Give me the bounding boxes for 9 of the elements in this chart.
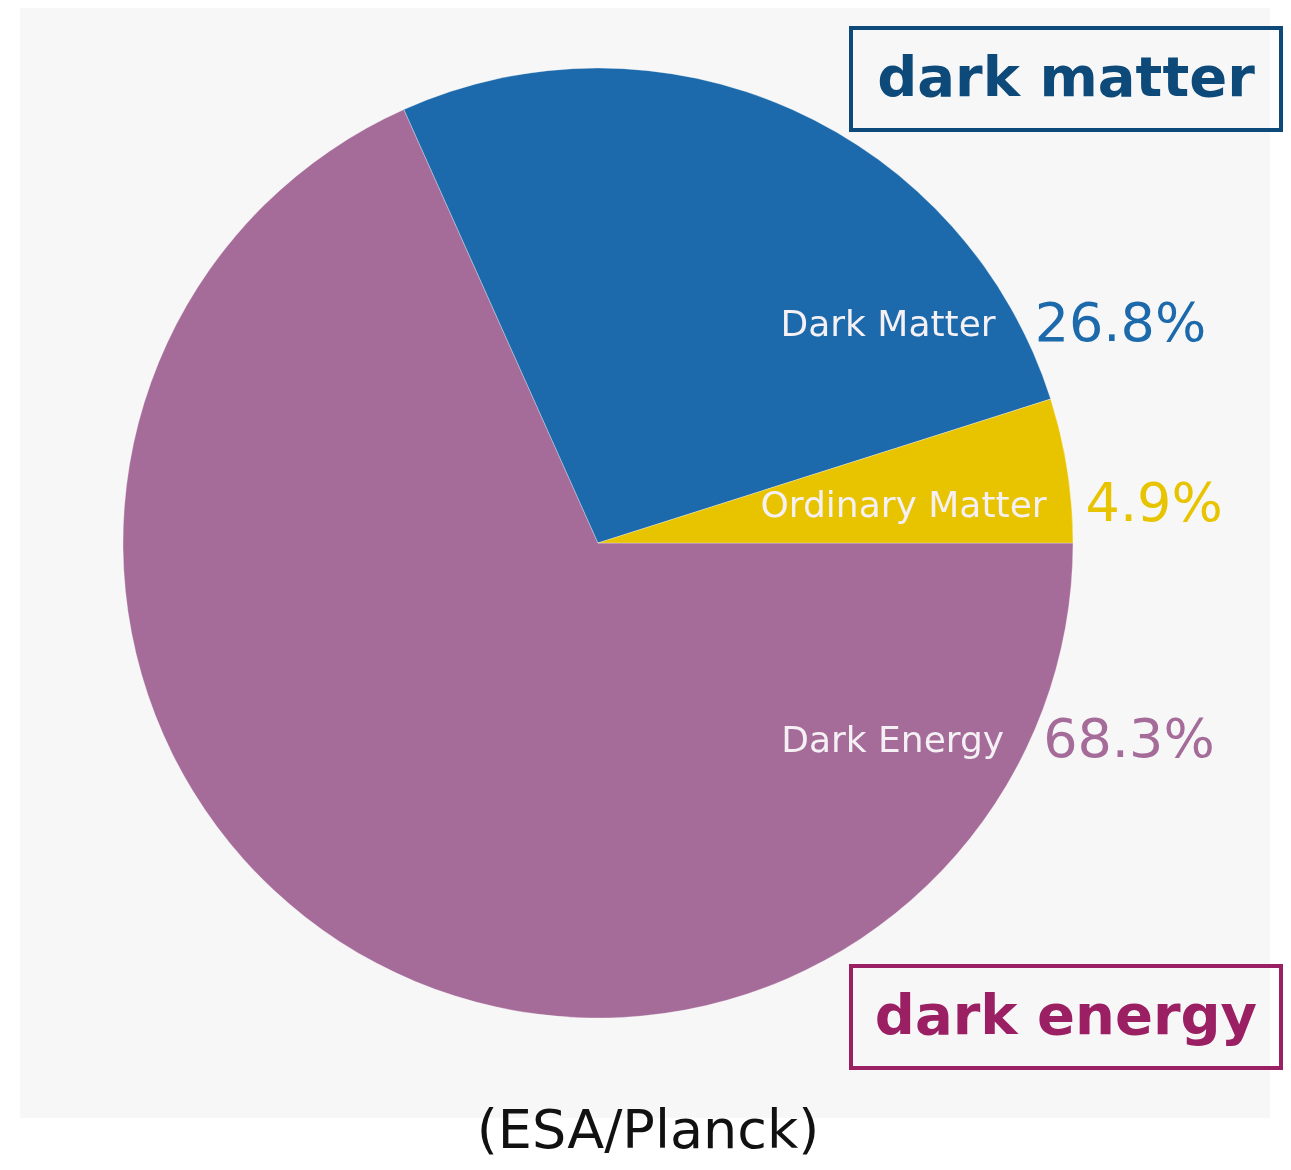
text: dark energy bbox=[874, 982, 1258, 1048]
data-label: 4.9% bbox=[1085, 471, 1223, 535]
data-label: 26.8% bbox=[1034, 290, 1207, 354]
data-label: 68.3% bbox=[1043, 706, 1215, 770]
slice-label: Dark Energy bbox=[781, 719, 1005, 761]
slice-label: Ordinary Matter bbox=[760, 483, 1047, 525]
slice-label: Dark Matter bbox=[780, 303, 996, 345]
text: (ESA/Planck) bbox=[476, 1098, 820, 1161]
text: dark matter bbox=[877, 44, 1256, 110]
